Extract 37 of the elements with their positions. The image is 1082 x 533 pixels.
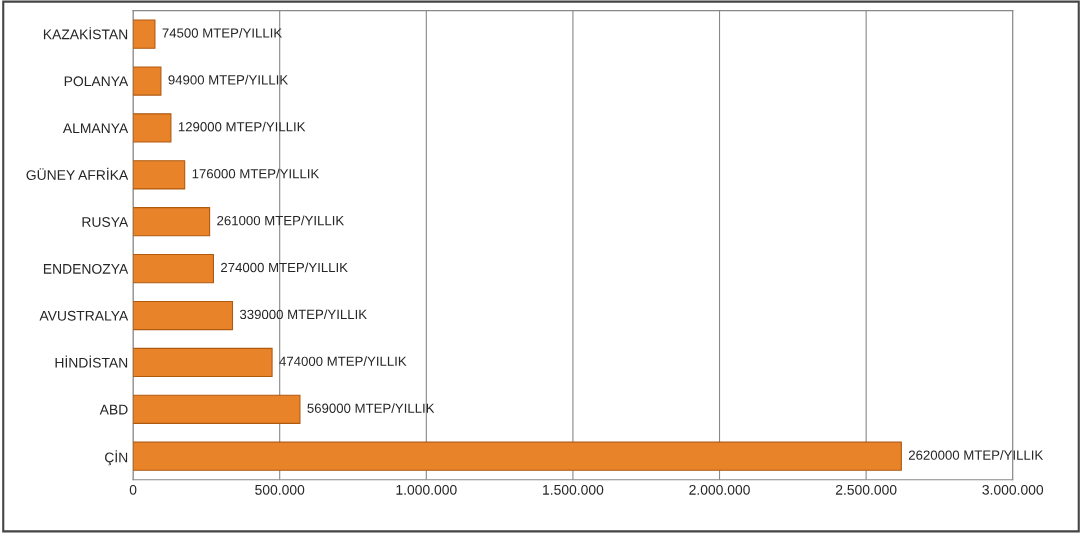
bar [133, 254, 214, 284]
bar [133, 441, 902, 471]
y-tick-label: POLANYA [64, 76, 129, 87]
y-tick-label: AVUSTRALYA [39, 310, 129, 321]
data-label: 74500 MTEP/YILLIK [162, 27, 283, 38]
bar [133, 300, 234, 331]
y-tick-label: ALMANYA [62, 123, 129, 133]
y-tick-label: ÇİN [105, 450, 128, 466]
y-tick-label: HİNDİSTAN [55, 355, 128, 368]
bar [133, 19, 156, 49]
data-label: 129000 MTEP/YILLIK [178, 121, 306, 132]
data-label: 2620000 MTEP/YILLIK [908, 450, 1044, 460]
bar [133, 113, 172, 143]
y-tick-label: KAZAKİSTAN [43, 27, 128, 40]
y-tick-label: RUSYA [82, 217, 129, 227]
x-tick-label: 3.000.000 [982, 484, 1044, 495]
data-label: 339000 MTEP/YILLIK [239, 309, 367, 320]
data-label: 274000 MTEP/YILLIK [221, 262, 348, 273]
data-label: 569000 MTEP/YILLIK [307, 403, 435, 413]
y-tick-label: GÜNEY AFRİKA [26, 167, 129, 180]
data-label: 261000 MTEP/YILLIK [217, 215, 345, 226]
y-tick-label: ABD [99, 404, 128, 415]
y-tick-label: ENDENOZYA [43, 263, 129, 274]
data-label: 94900 MTEP/YILLIK [168, 74, 288, 85]
data-label: 176000 MTEP/YILLIK [192, 168, 320, 179]
bar [133, 347, 273, 378]
bar [133, 207, 211, 237]
data-label: 474000 MTEP/YILLIK [279, 356, 407, 366]
x-tick-label: 1.000.000 [396, 484, 457, 495]
bar [133, 160, 186, 190]
x-tick-label: 2.000.000 [689, 484, 750, 495]
x-tick-label: 500.000 [255, 484, 305, 495]
bar [133, 66, 162, 96]
x-tick-label: 1.500.000 [543, 484, 604, 495]
bar [133, 394, 301, 424]
x-tick-label: 0 [129, 484, 137, 495]
x-tick-label: 2.500.000 [835, 484, 897, 495]
